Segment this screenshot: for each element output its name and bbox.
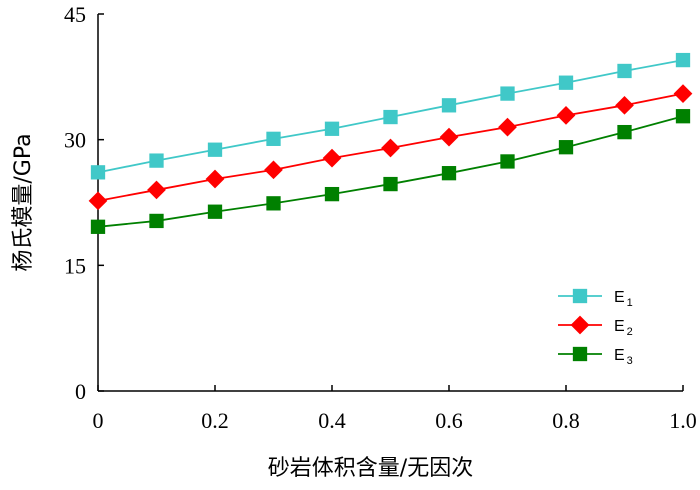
- x-tick-label: 0.8: [552, 408, 580, 433]
- legend: E 1 E 2 E 3: [558, 288, 633, 367]
- data-point: [500, 86, 515, 101]
- data-point: [558, 75, 574, 90]
- series-line: [97, 115, 684, 228]
- data-point: [322, 148, 342, 168]
- data-point: [675, 52, 691, 68]
- data-point: [324, 121, 340, 136]
- legend-marker: [572, 346, 588, 362]
- data-point: [617, 63, 632, 79]
- data-point: [264, 160, 283, 180]
- x-tick-label: 0: [93, 408, 104, 433]
- data-point: [439, 127, 459, 147]
- data-point: [149, 213, 164, 229]
- data-point: [673, 84, 693, 103]
- series-1: [90, 52, 691, 180]
- data-point: [500, 154, 515, 169]
- legend-label-subscript: 1: [627, 297, 633, 309]
- data-point: [88, 191, 108, 211]
- y-axis-title: 杨氏模量/GPa: [11, 133, 36, 271]
- data-point: [498, 117, 517, 137]
- data-point: [441, 98, 457, 113]
- data-point: [149, 153, 164, 168]
- data-point: [383, 109, 398, 125]
- data-point: [615, 95, 634, 115]
- data-point: [675, 109, 691, 124]
- data-point: [205, 169, 225, 189]
- data-point: [556, 106, 576, 125]
- x-tick-label: 0.4: [318, 408, 346, 433]
- data-point: [147, 180, 166, 200]
- legend-label-subscript: 3: [627, 355, 633, 367]
- data-point: [266, 131, 281, 146]
- x-axis-title: 砂岩体积含量/无因次: [268, 456, 473, 481]
- data-point: [381, 138, 400, 158]
- legend-marker: [572, 288, 588, 304]
- y-ticks: 0 15 30 45: [64, 2, 104, 404]
- data-point: [324, 186, 340, 202]
- data-point: [617, 124, 632, 140]
- data-point: [90, 219, 106, 234]
- x-ticks: 0 0.2 0.4 0.6 0.8 1.0: [93, 385, 697, 433]
- y-tick-label: 30: [64, 128, 86, 153]
- data-point: [266, 196, 281, 211]
- y-tick-label: 0: [75, 379, 86, 404]
- series-3: [90, 109, 691, 234]
- legend-marker: [570, 315, 590, 335]
- series-2: [88, 84, 693, 211]
- x-tick-label: 0.2: [201, 408, 229, 433]
- y-tick-label: 15: [64, 253, 86, 278]
- x-tick-label: 1.0: [669, 408, 697, 433]
- data-point: [207, 142, 223, 157]
- data-point: [558, 140, 574, 155]
- legend-label-subscript: 2: [627, 326, 633, 338]
- data-point: [90, 165, 106, 180]
- y-tick-label: 45: [64, 2, 86, 27]
- axes: [97, 14, 683, 392]
- data-point: [207, 204, 223, 219]
- x-tick-label: 0.6: [435, 408, 463, 433]
- data-point: [441, 166, 457, 181]
- series-layer: [88, 52, 693, 234]
- data-point: [383, 176, 398, 192]
